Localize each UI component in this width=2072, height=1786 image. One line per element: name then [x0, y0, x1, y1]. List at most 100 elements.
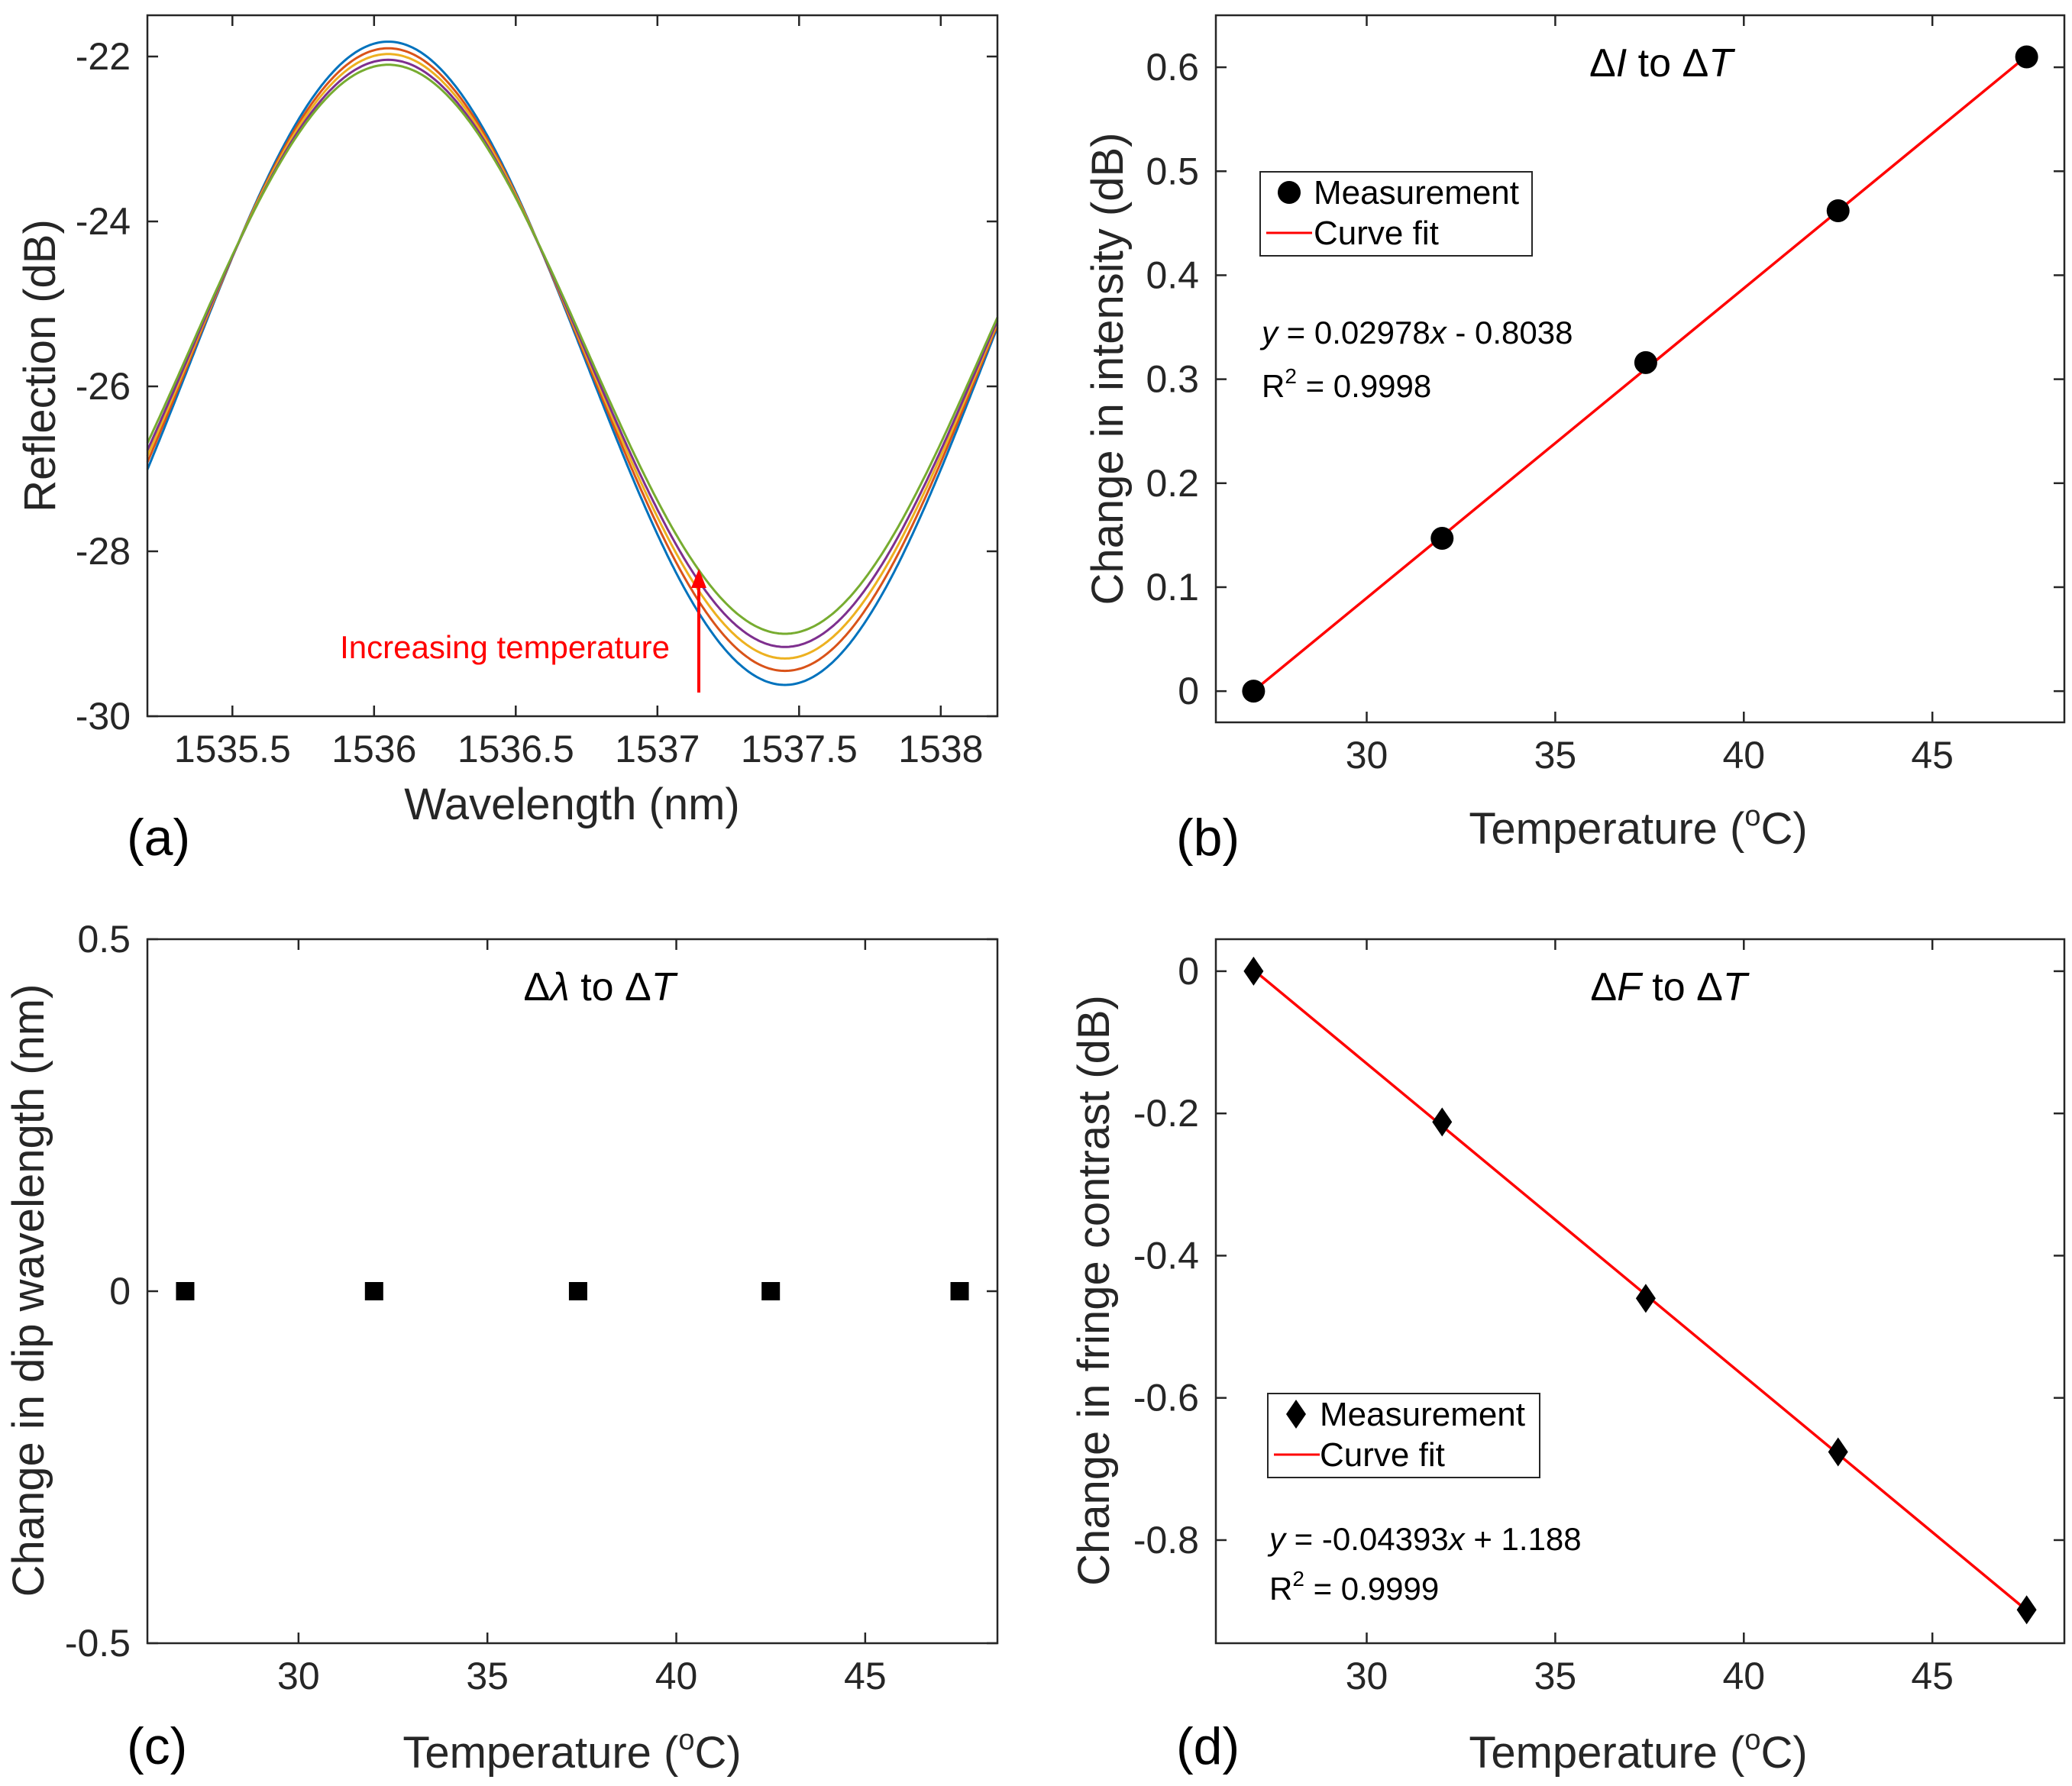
panel-a-series-line-T2	[146, 47, 999, 673]
panel-a-xtick-label: 1536	[331, 728, 416, 770]
panel-a-xtick-label: 1535.5	[174, 728, 291, 770]
panel-d-xtick-label: 40	[1722, 1655, 1765, 1697]
panel-a-series-line-T3	[146, 53, 999, 660]
panel-d-data-point	[2016, 1595, 2037, 1625]
panel-a-ticks: 1535.5 1536 1536.5 1537 1537.5 1538 -30 -28 -26 -…	[76, 15, 997, 770]
panel-d-r-squared: R2 = 0.9999	[1269, 1567, 1439, 1607]
panel-b-equation: y = 0.02978x - 0.8038	[1259, 315, 1573, 350]
panel-d-ytick-label: -0.8	[1133, 1519, 1199, 1562]
panel-d-ytick-label: -0.2	[1133, 1092, 1199, 1135]
panel-b-xtick-label: 45	[1911, 734, 1954, 777]
panel-c-x-axis-label: Temperature (oC)	[402, 1724, 741, 1778]
panel-b-ticks: 30 35 40 45 0 0.1 0.2 0.3 0.4 0.5 0.6	[1146, 15, 2064, 777]
panel-b-data-point	[1242, 680, 1266, 703]
panel-d-fringe-contrast-vs-temperature: 30 35 40 45 -0.8 -0.6 -0.4 -0.2 0 ΔF to ΔT Measu…	[1069, 938, 2066, 1778]
panel-b-fit-line	[1253, 55, 2028, 693]
panel-a-series-line-T1	[146, 40, 999, 686]
panel-b-axes-box	[1214, 14, 2066, 724]
panel-a-xtick-label: 1537.5	[741, 728, 858, 770]
panel-c-label: (c)	[127, 1717, 187, 1775]
panel-c-data-point	[761, 1282, 781, 1300]
panel-c-plot-area	[176, 1282, 969, 1300]
panel-a-series-line-T5	[146, 63, 999, 635]
panel-c-ytick-label: 0.5	[77, 918, 131, 961]
panel-b-title: ΔI to ΔT	[1589, 41, 1735, 86]
panel-c-xtick-label: 30	[277, 1655, 320, 1697]
panel-d-ytick-label: -0.6	[1133, 1377, 1199, 1419]
panel-d-data-point	[1828, 1437, 1848, 1467]
panel-d-legend-box	[1267, 1393, 1540, 1478]
panel-b-xtick-label: 40	[1722, 734, 1765, 777]
panel-c-xtick-label: 45	[844, 1655, 887, 1697]
panel-b-label: (b)	[1176, 809, 1240, 867]
panel-d-data-point	[1243, 956, 1264, 986]
panel-b-x-axis-label: Temperature (oC)	[1469, 800, 1807, 854]
panel-a-y-axis-label: Reflection (dB)	[15, 219, 65, 512]
panel-d-ytick-label: 0	[1178, 950, 1199, 993]
panel-b-legend-curve-fit: Curve fit	[1314, 215, 1439, 252]
panel-a-x-axis-label: Wavelength (nm)	[404, 780, 739, 829]
panel-a-annotation-arrowhead	[691, 569, 706, 588]
panel-d-plot-area	[1243, 956, 2037, 1625]
panel-a-ytick-label: -22	[76, 35, 131, 78]
panel-d-title: ΔF to ΔT	[1590, 965, 1750, 1009]
panel-b-plot-area	[1242, 45, 2038, 703]
panel-c-data-point	[568, 1282, 587, 1300]
panel-b-data-point	[1826, 199, 1850, 223]
panel-a-axes-box	[146, 14, 999, 718]
panel-d-equation: y = -0.04393x + 1.188	[1267, 1521, 1582, 1557]
panel-c-xtick-label: 40	[655, 1655, 698, 1697]
panel-c-xtick-label: 35	[466, 1655, 509, 1697]
panel-c-y-axis-label: Change in dip wavelength (nm)	[4, 984, 53, 1597]
panel-d-xtick-label: 35	[1534, 1655, 1577, 1697]
panel-b-r-squared: R2 = 0.9998	[1262, 364, 1431, 404]
panel-b-ytick-label: 0.5	[1146, 150, 1199, 192]
panel-d-fit-line	[1253, 968, 2028, 1612]
panel-a-xtick-label: 1537	[615, 728, 700, 770]
panel-b-data-point	[1430, 526, 1454, 550]
panel-b-data-point	[1634, 350, 1657, 374]
panel-b-ytick-label: 0.1	[1146, 566, 1199, 609]
panel-a-ytick-label: -30	[76, 695, 131, 738]
panel-d-axes-box	[1214, 938, 2066, 1645]
panel-b-y-axis-label: Change in intensity (dB)	[1083, 133, 1133, 606]
panel-c-ytick-label: -0.5	[65, 1622, 131, 1665]
panel-a-annotation-text: Increasing temperature	[340, 629, 670, 665]
panel-b-legend: Measurement Curve fit	[1259, 171, 1533, 257]
panel-a-reflection-spectrum: 1535.5 1536 1536.5 1537 1537.5 1538 -30 -28 -26 -…	[15, 14, 999, 867]
panel-b-ytick-label: 0.3	[1146, 358, 1199, 401]
panel-d-legend-measurement: Measurement	[1320, 1396, 1525, 1433]
panel-b-legend-measurement: Measurement	[1314, 174, 1519, 212]
panel-d-xtick-label: 30	[1346, 1655, 1388, 1697]
panel-d-xtick-label: 45	[1911, 1655, 1954, 1697]
panel-d-data-point	[1432, 1107, 1453, 1137]
panel-d-legend: Measurement Curve fit	[1267, 1393, 1540, 1478]
panel-a-ytick-label: -24	[76, 200, 131, 243]
panel-b-xtick-label: 30	[1346, 734, 1388, 777]
panel-d-data-point	[1635, 1284, 1656, 1313]
panel-d-label: (d)	[1176, 1717, 1240, 1775]
panel-b-intensity-vs-temperature: 30 35 40 45 0 0.1 0.2 0.3 0.4 0.5 0.6 ΔI to ΔT Mea…	[1083, 14, 2066, 867]
panel-a-xtick-label: 1538	[898, 728, 983, 770]
panel-d-x-axis-label: Temperature (oC)	[1469, 1724, 1807, 1778]
panel-c-title: Δλ to ΔT	[523, 965, 677, 1009]
panel-a-ytick-label: -28	[76, 530, 131, 573]
panel-c-data-point	[950, 1282, 969, 1300]
panel-b-legend-box	[1259, 171, 1533, 257]
panel-a-series-line-T4	[146, 58, 999, 648]
panel-c-data-point	[176, 1282, 195, 1300]
panel-b-data-point	[2015, 45, 2038, 69]
panel-c-data-point	[364, 1282, 383, 1300]
panel-a-plot-area	[146, 40, 999, 686]
panel-b-ytick-label: 0	[1178, 670, 1199, 712]
panel-d-y-axis-label: Change in fringe contrast (dB)	[1069, 995, 1119, 1586]
panel-b-xtick-label: 35	[1534, 734, 1577, 777]
panel-b-ytick-label: 0.2	[1146, 462, 1199, 505]
panel-d-ytick-label: -0.4	[1133, 1234, 1199, 1277]
panel-a-ytick-label: -26	[76, 365, 131, 408]
panel-d-legend-curve-fit: Curve fit	[1320, 1436, 1445, 1474]
panel-b-ytick-label: 0.6	[1146, 46, 1199, 89]
panel-c-ytick-label: 0	[109, 1270, 131, 1313]
panel-b-legend-marker	[1278, 181, 1301, 204]
